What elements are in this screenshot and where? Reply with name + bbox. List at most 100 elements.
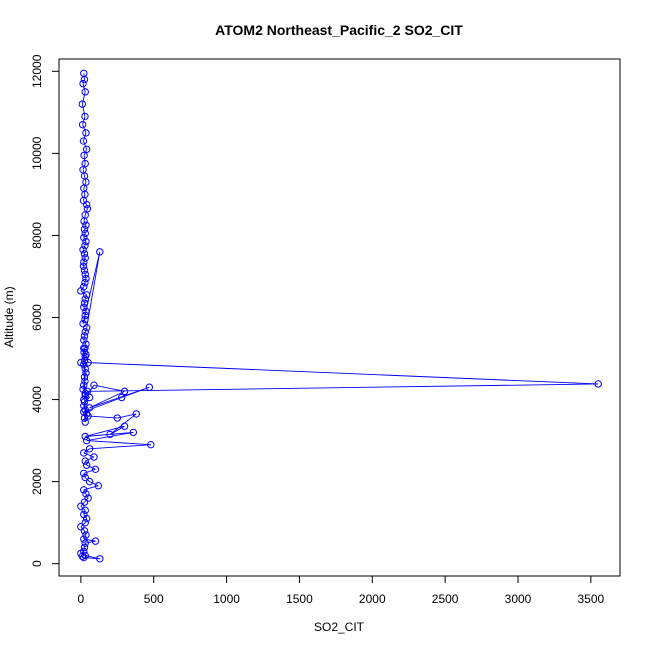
data-point (80, 303, 88, 311)
y-tick-label: 12000 (30, 54, 44, 88)
data-point (91, 537, 100, 545)
data-point (81, 418, 89, 426)
data-point (82, 129, 90, 137)
data-point (80, 543, 89, 551)
data-point (82, 274, 90, 283)
data-point (85, 404, 94, 412)
data-point (81, 518, 89, 527)
series-segment (87, 383, 599, 392)
y-tick-label: 2000 (30, 468, 44, 495)
data-point (80, 151, 88, 160)
data-point (80, 486, 88, 494)
x-tick-label: 1500 (286, 592, 313, 606)
series-segment (83, 538, 96, 542)
x-tick-label: 1000 (213, 592, 240, 606)
data-point (79, 137, 88, 145)
data-point (81, 432, 89, 441)
data-point (90, 453, 98, 461)
data-point (81, 365, 89, 373)
series-segment (82, 116, 86, 125)
series-segment (80, 286, 85, 292)
data-point (81, 551, 89, 560)
data-point (82, 340, 90, 348)
series-segment (89, 481, 99, 487)
series-segment (85, 425, 125, 437)
series-segment (88, 362, 599, 385)
data-point (82, 436, 91, 445)
data-point (94, 482, 103, 490)
series-line (80, 73, 599, 560)
series-segment (83, 140, 88, 150)
data-point (80, 266, 89, 275)
data-point (82, 145, 91, 153)
data-point (81, 391, 89, 400)
data-point (79, 246, 87, 254)
data-point (82, 221, 90, 229)
data-point (79, 79, 87, 88)
data-point (84, 494, 92, 502)
data-point (84, 358, 92, 367)
series-segment (83, 200, 88, 205)
series-segment (83, 514, 88, 519)
data-point (80, 527, 89, 535)
data-point (80, 469, 88, 478)
series-segment (83, 397, 122, 413)
series-segment (85, 493, 89, 499)
data-point (81, 241, 89, 250)
series-segment (83, 237, 87, 242)
data-point (80, 498, 89, 506)
data-point (80, 381, 88, 389)
series-segment (83, 485, 99, 491)
data-point (80, 553, 88, 562)
series-segment (83, 557, 100, 560)
data-point (81, 315, 89, 324)
data-point (91, 465, 100, 474)
data-point (79, 262, 88, 270)
data-point (81, 278, 89, 287)
data-point (147, 440, 155, 449)
series-segment (82, 251, 101, 324)
data-point (79, 319, 87, 328)
y-tick-label: 10000 (30, 136, 44, 170)
chart-title: ATOM2 Northeast_Pacific_2 SO2_CIT (215, 22, 463, 38)
series-segment (83, 452, 95, 458)
data-point (80, 75, 89, 84)
data-point (129, 428, 138, 437)
data-point (78, 100, 87, 108)
data-point (117, 393, 126, 402)
series-segment (86, 464, 96, 470)
series-segment (83, 339, 87, 345)
series-segment (83, 348, 86, 423)
data-point (82, 490, 90, 498)
data-point (90, 381, 98, 389)
series-segment (82, 83, 86, 92)
data-point (82, 291, 91, 299)
data-point (80, 332, 89, 340)
data-point (80, 250, 89, 258)
series-segment (84, 391, 88, 396)
data-point (81, 406, 89, 414)
data-point (82, 237, 90, 246)
data-point (77, 287, 85, 295)
series-segment (84, 497, 89, 503)
series-segment (88, 415, 118, 419)
series-segment (83, 220, 87, 226)
data-point (80, 535, 88, 543)
series-segment (83, 468, 96, 474)
data-point (81, 254, 89, 262)
data-point (80, 258, 88, 266)
data-point (82, 307, 90, 316)
data-point (80, 408, 88, 416)
data-point (85, 477, 94, 486)
x-tick-label: 2500 (432, 592, 459, 606)
data-point (82, 350, 90, 359)
series-segment (85, 540, 96, 544)
series-segment (83, 307, 87, 312)
data-point (78, 120, 87, 129)
series-segment (109, 425, 125, 435)
series-segment (109, 413, 137, 435)
data-point (80, 360, 88, 369)
series-segment (83, 132, 87, 142)
data-point (81, 328, 89, 336)
